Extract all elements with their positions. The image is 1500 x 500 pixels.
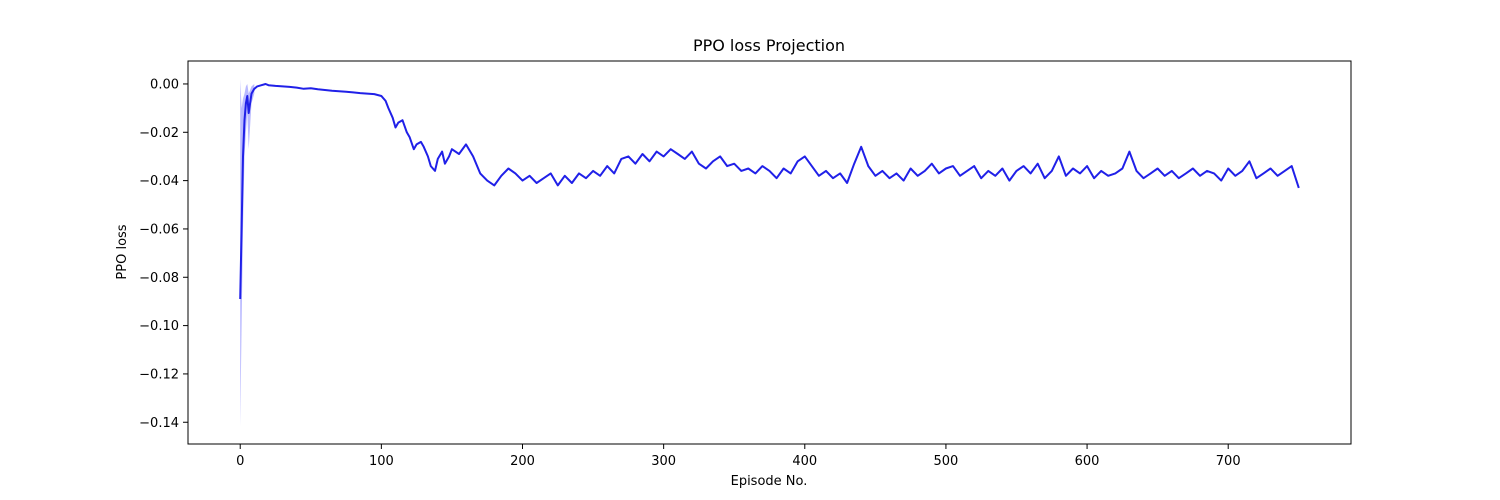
x-axis-label: Episode No. <box>731 474 808 489</box>
y-axis-label: PPO loss <box>115 224 130 279</box>
x-axis: 0 100 200 300 400 500 600 700 <box>236 444 1241 469</box>
x-tick-label: 100 <box>369 454 394 469</box>
y-tick-label: −0.10 <box>139 319 179 334</box>
series-line <box>239 83 1300 300</box>
axes-frame <box>187 60 1352 445</box>
chart-title: PPO loss Projection <box>693 36 845 55</box>
x-tick-label: 700 <box>1216 454 1241 469</box>
y-tick-label: −0.08 <box>139 271 179 286</box>
plot-area <box>239 79 1300 428</box>
x-tick-label: 200 <box>510 454 535 469</box>
y-tick-label: −0.14 <box>139 416 179 431</box>
y-tick-label: −0.04 <box>139 174 179 189</box>
confidence-band <box>240 79 255 428</box>
x-tick-label: 0 <box>236 454 244 469</box>
y-tick-label: −0.02 <box>139 126 179 141</box>
x-tick-label: 600 <box>1075 454 1100 469</box>
y-tick-label: −0.12 <box>139 367 179 382</box>
x-tick-label: 500 <box>934 454 959 469</box>
y-axis: 0.00 −0.02 −0.04 −0.06 −0.08 −0.10 −0.12 −0.14 <box>139 77 188 431</box>
y-tick-label: −0.06 <box>139 222 179 237</box>
x-tick-label: 400 <box>792 454 817 469</box>
x-tick-label: 300 <box>651 454 676 469</box>
y-tick-label: 0.00 <box>150 77 179 92</box>
